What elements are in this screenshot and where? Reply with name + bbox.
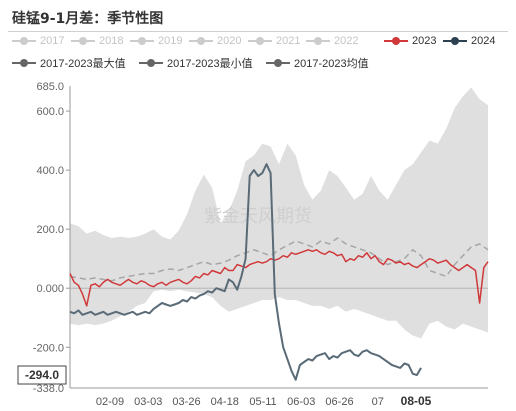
series-line-2017-2023均值 bbox=[69, 237, 489, 282]
legend-label: 2024 bbox=[471, 35, 496, 47]
x-tick-label: 08-05 bbox=[401, 394, 432, 408]
x-tick-label: 06-26 bbox=[325, 396, 353, 408]
legend-item-2023[interactable]: 2023 bbox=[384, 35, 436, 47]
legend-label: 2023 bbox=[412, 35, 437, 47]
legend-label: 2017 bbox=[40, 35, 65, 47]
legend-label: 2019 bbox=[158, 35, 183, 47]
chart-title: 硅锰9-1月差：季节性图 bbox=[12, 11, 164, 27]
y-min-label: -338.0 bbox=[33, 383, 64, 395]
y-tick-label: 400.0 bbox=[36, 165, 64, 177]
legend-marker-icon bbox=[12, 37, 36, 45]
legend-item-2020[interactable]: 2020 bbox=[189, 35, 241, 47]
x-tick-label: 03-26 bbox=[172, 396, 200, 408]
legend-marker-icon bbox=[189, 37, 213, 45]
range-band-area bbox=[70, 87, 488, 339]
legend-marker-icon bbox=[139, 59, 163, 67]
cursor-value-box bbox=[17, 365, 67, 385]
series-line-2024 bbox=[69, 163, 422, 381]
legend-label: 2017-2023最小值 bbox=[167, 58, 253, 70]
y-tick-label: 0.000 bbox=[36, 283, 64, 295]
legend-label: 2021 bbox=[276, 35, 301, 47]
y-tick-label: 600.0 bbox=[36, 106, 64, 118]
legend-item-2019[interactable]: 2019 bbox=[130, 35, 182, 47]
plot-area: 紫金天风期货 -200.0 0.000 200.0 400.0 600.0 685.0 -33… bbox=[17, 81, 489, 408]
legend-item-2024[interactable]: 2024 bbox=[443, 35, 495, 47]
x-tick-label: 06-03 bbox=[287, 396, 315, 408]
cursor-value-label: -294.0 bbox=[25, 368, 59, 382]
x-tick-label: 04-18 bbox=[211, 396, 239, 408]
watermark-text: 紫金天风期货 bbox=[204, 206, 312, 227]
legend-item-2017-2023最大值[interactable]: 2017-2023最大值 bbox=[12, 55, 126, 71]
legend-item-2017[interactable]: 2017 bbox=[12, 35, 64, 47]
legend-marker-icon bbox=[12, 59, 36, 67]
title-divider bbox=[8, 31, 508, 32]
legend-item-2022[interactable]: 2022 bbox=[306, 35, 358, 47]
legend-marker-icon bbox=[71, 37, 95, 45]
x-tick-label: 02-09 bbox=[96, 396, 124, 408]
x-tick-label: 05-11 bbox=[249, 396, 276, 408]
series-line-2023 bbox=[69, 249, 489, 307]
legend-item-2018[interactable]: 2018 bbox=[71, 35, 123, 47]
legend-marker-icon bbox=[248, 37, 272, 45]
legend-marker-icon bbox=[443, 37, 467, 45]
legend-label: 2022 bbox=[334, 35, 359, 47]
legend-item-2017-2023最小值[interactable]: 2017-2023最小值 bbox=[139, 55, 253, 71]
legend-marker-icon bbox=[266, 59, 290, 67]
legend-label: 2017-2023均值 bbox=[294, 58, 369, 70]
legend-label: 2020 bbox=[217, 35, 242, 47]
x-tick-label: 03-03 bbox=[134, 396, 162, 408]
legend-marker-icon bbox=[130, 37, 154, 45]
legend-marker-icon bbox=[384, 37, 408, 45]
y-max-label: 685.0 bbox=[36, 81, 64, 93]
legend-item-2021[interactable]: 2021 bbox=[248, 35, 300, 47]
y-tick-label: -200.0 bbox=[33, 342, 64, 354]
legend-label: 2018 bbox=[99, 35, 124, 47]
legend-item-2017-2023均值[interactable]: 2017-2023均值 bbox=[266, 55, 369, 71]
legend-marker-icon bbox=[306, 37, 330, 45]
y-tick-label: 200.0 bbox=[36, 224, 64, 236]
legend-label: 2017-2023最大值 bbox=[40, 58, 126, 70]
x-tick-label: 07 bbox=[372, 396, 384, 408]
